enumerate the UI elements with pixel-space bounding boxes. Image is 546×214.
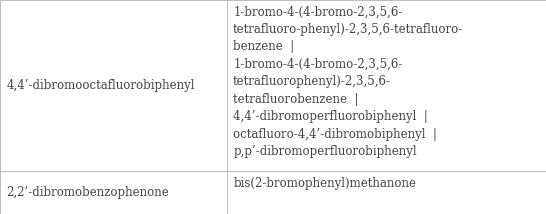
Text: 4,4’-dibromooctafluorobiphenyl: 4,4’-dibromooctafluorobiphenyl bbox=[7, 79, 195, 92]
Text: bis(2-bromophenyl)methanone: bis(2-bromophenyl)methanone bbox=[233, 177, 416, 190]
Text: 1-bromo-4-(4-bromo-2,3,5,6-
tetrafluoro-phenyl)-2,3,5,6-tetrafluoro-
benzene  |
: 1-bromo-4-(4-bromo-2,3,5,6- tetrafluoro-… bbox=[233, 5, 464, 158]
Text: 2,2’-dibromobenzophenone: 2,2’-dibromobenzophenone bbox=[7, 186, 169, 199]
